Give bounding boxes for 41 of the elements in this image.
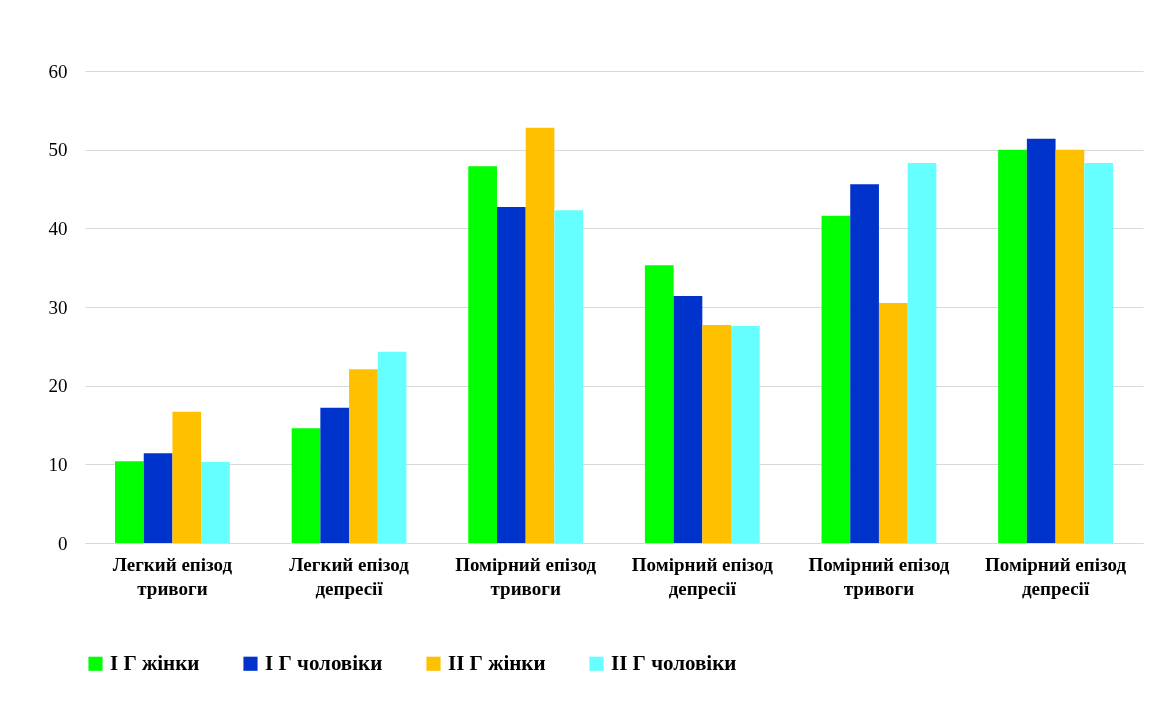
bar [673,295,703,543]
bar [377,351,407,543]
bar [554,210,584,543]
bar [201,461,230,543]
bar [644,265,674,543]
bar [349,369,378,543]
x-tick-label: Помірний епізод тривоги [808,553,950,599]
bar [1026,138,1056,543]
y-tick-label: 60 [48,60,68,82]
legend-label: II Г жінки [448,650,546,675]
bar [525,127,555,543]
y-tick-label: 40 [48,217,68,239]
x-tick-label: Помірний епізод тривоги [455,553,597,599]
legend-label: II Г чоловіки [611,650,737,675]
bar [731,325,760,543]
bar [702,325,732,543]
y-tick-label: 0 [58,532,68,554]
legend-label: I Г жінки [110,650,200,675]
x-tick-label: Помірний епізод депресії [631,553,774,599]
bar [320,407,350,543]
bar [1084,163,1113,543]
bar [850,184,879,543]
x-tick-label: Легкий епізод депресії [289,553,410,599]
x-tick-label: Помірний епізод депресії [985,553,1127,599]
x-tick-label: Легкий епізод тривоги [112,553,233,599]
bar [821,215,851,543]
y-tick-label: 30 [48,296,68,318]
bar [907,163,937,543]
bar [143,453,173,543]
bar [998,149,1027,543]
y-tick-label: 20 [48,375,68,397]
bar [878,303,908,543]
bar [496,207,526,543]
y-tick-label: 10 [48,453,68,475]
bar [468,166,497,543]
bar [115,461,144,543]
y-tick-label: 50 [48,139,68,161]
bar [172,411,202,543]
legend-label: I Г чоловіки [265,650,383,675]
bar [291,428,321,543]
bar [1055,149,1085,543]
